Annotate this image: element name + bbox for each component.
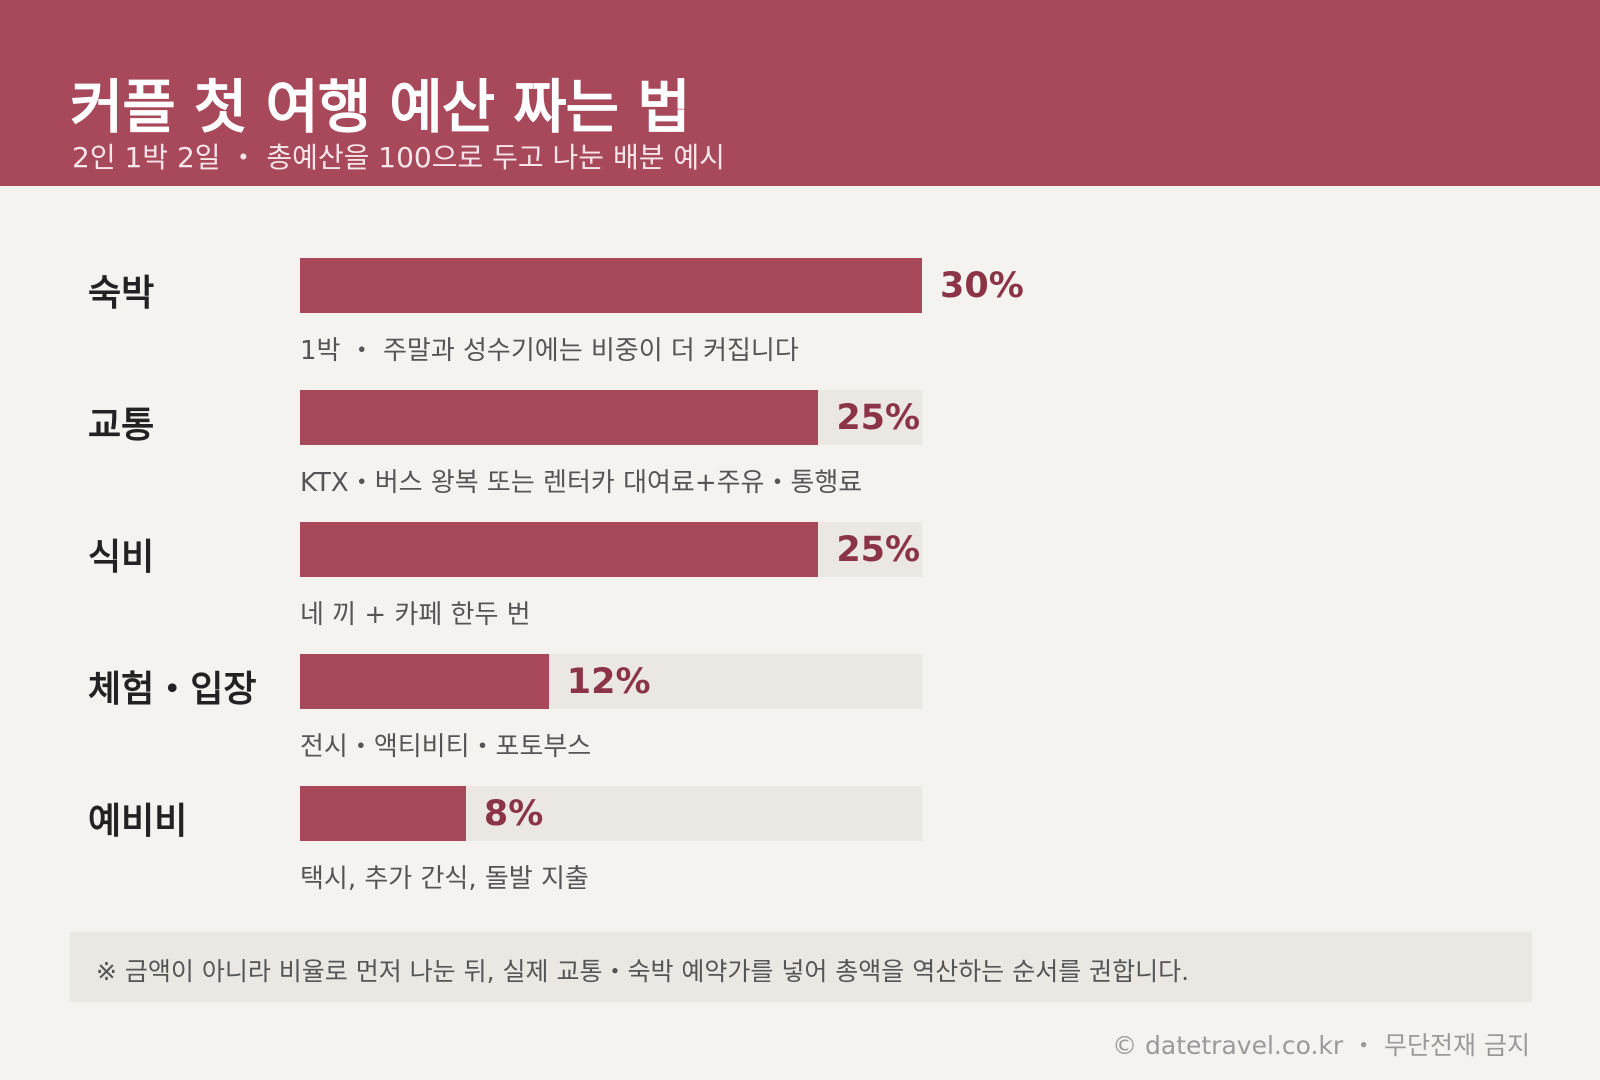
- value-label: 25%: [836, 398, 921, 438]
- value-label: 30%: [940, 266, 1024, 306]
- bar: [300, 258, 922, 313]
- bar-note: 1박 ・ 주말과 성수기에는 비중이 더 커집니다: [300, 336, 799, 366]
- category-label: 교통: [88, 405, 155, 446]
- bar-note: 네 끼 + 카페 한두 번: [300, 600, 531, 630]
- value-label: 25%: [836, 530, 921, 570]
- bar-note: KTX・버스 왕복 또는 렌터카 대여료+주유・통행료: [300, 468, 863, 498]
- value-label: 12%: [566, 662, 651, 702]
- category-label: 체험・입장: [88, 669, 257, 710]
- category-label: 예비비: [88, 801, 188, 842]
- bar-note: 택시, 추가 간식, 돌발 지출: [300, 864, 589, 894]
- value-label: 8%: [483, 794, 544, 834]
- bar: [300, 390, 819, 445]
- page-title: 커플 첫 여행 예산 짜는 법: [70, 73, 691, 141]
- bar: [300, 522, 819, 577]
- category-label: 숙박: [88, 273, 155, 314]
- footnote-text: ※ 금액이 아니라 비율로 먼저 나눈 뒤, 실제 교통・숙박 예약가를 넣어 …: [96, 957, 1190, 986]
- footnote-box: ※ 금액이 아니라 비율로 먼저 나눈 뒤, 실제 교통・숙박 예약가를 넣어 …: [70, 932, 1532, 1002]
- header-banner: 커플 첫 여행 예산 짜는 법 2인 1박 2일 ・ 총예산을 100으로 두고…: [0, 0, 1600, 186]
- bar: [300, 654, 549, 709]
- category-label: 식비: [88, 537, 155, 578]
- copyright-credit: © datetravel.co.kr ・ 무단전재 금지: [1112, 1031, 1530, 1060]
- page-subtitle: 2인 1박 2일 ・ 총예산을 100으로 두고 나눈 배분 예시: [72, 141, 725, 174]
- bar-note: 전시・액티비티・포토부스: [300, 732, 592, 762]
- bar: [300, 786, 466, 841]
